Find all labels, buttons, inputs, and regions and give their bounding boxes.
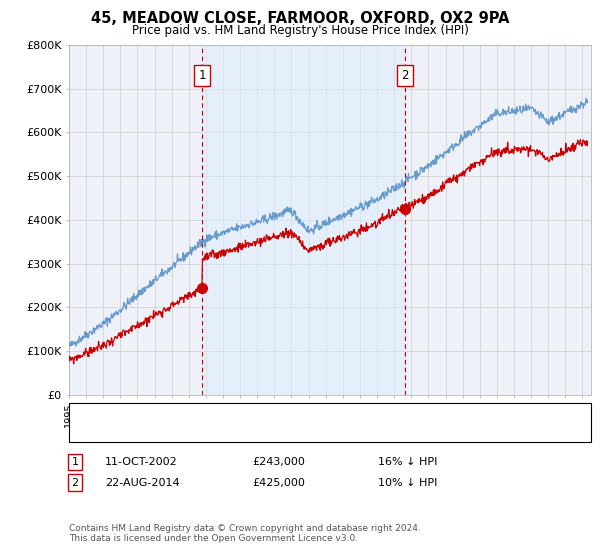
Text: 2: 2 xyxy=(71,478,79,488)
Text: 1: 1 xyxy=(199,69,206,82)
Text: £243,000: £243,000 xyxy=(252,457,305,467)
Text: HPI: Average price, detached house, Vale of White Horse: HPI: Average price, detached house, Vale… xyxy=(102,428,398,437)
Text: 16% ↓ HPI: 16% ↓ HPI xyxy=(378,457,437,467)
Text: Price paid vs. HM Land Registry's House Price Index (HPI): Price paid vs. HM Land Registry's House … xyxy=(131,24,469,36)
Text: ——: —— xyxy=(78,426,93,439)
Text: 45, MEADOW CLOSE, FARMOOR, OXFORD, OX2 9PA (detached house): 45, MEADOW CLOSE, FARMOOR, OXFORD, OX2 9… xyxy=(102,409,463,419)
Text: 11-OCT-2002: 11-OCT-2002 xyxy=(105,457,178,467)
Text: Contains HM Land Registry data © Crown copyright and database right 2024.
This d: Contains HM Land Registry data © Crown c… xyxy=(69,524,421,543)
Text: 10% ↓ HPI: 10% ↓ HPI xyxy=(378,478,437,488)
Text: 22-AUG-2014: 22-AUG-2014 xyxy=(105,478,179,488)
Text: 1: 1 xyxy=(71,457,79,467)
Bar xyxy=(202,45,405,395)
Text: 45, MEADOW CLOSE, FARMOOR, OXFORD, OX2 9PA: 45, MEADOW CLOSE, FARMOOR, OXFORD, OX2 9… xyxy=(91,11,509,26)
Text: ——: —— xyxy=(78,408,93,421)
Text: £425,000: £425,000 xyxy=(252,478,305,488)
Text: 2: 2 xyxy=(401,69,409,82)
